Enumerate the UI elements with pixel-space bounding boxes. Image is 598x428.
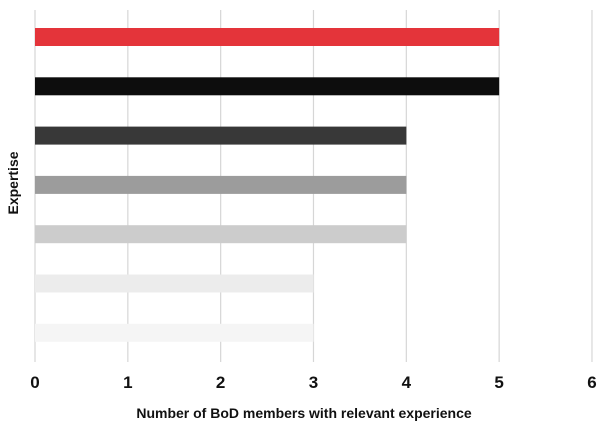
- x-tick-labels: 0 1 2 3 4 5 6: [30, 373, 596, 392]
- x-tick-label: 6: [587, 373, 596, 392]
- bar: [35, 225, 407, 244]
- x-tick-label: 5: [494, 373, 503, 392]
- x-axis-title: Number of BoD members with relevant expe…: [136, 405, 472, 421]
- bar: [35, 175, 407, 194]
- bars: [35, 28, 500, 342]
- bar: [35, 323, 314, 342]
- x-tick-label: 2: [216, 373, 225, 392]
- y-axis-title: Expertise: [5, 151, 21, 214]
- bar: [35, 28, 500, 46]
- bar: [35, 126, 407, 145]
- x-tick-label: 4: [402, 373, 412, 392]
- bar: [35, 274, 314, 293]
- bar: [35, 77, 500, 96]
- x-tick-label: 0: [30, 373, 39, 392]
- x-tick-label: 3: [309, 373, 318, 392]
- x-tick-label: 1: [123, 373, 132, 392]
